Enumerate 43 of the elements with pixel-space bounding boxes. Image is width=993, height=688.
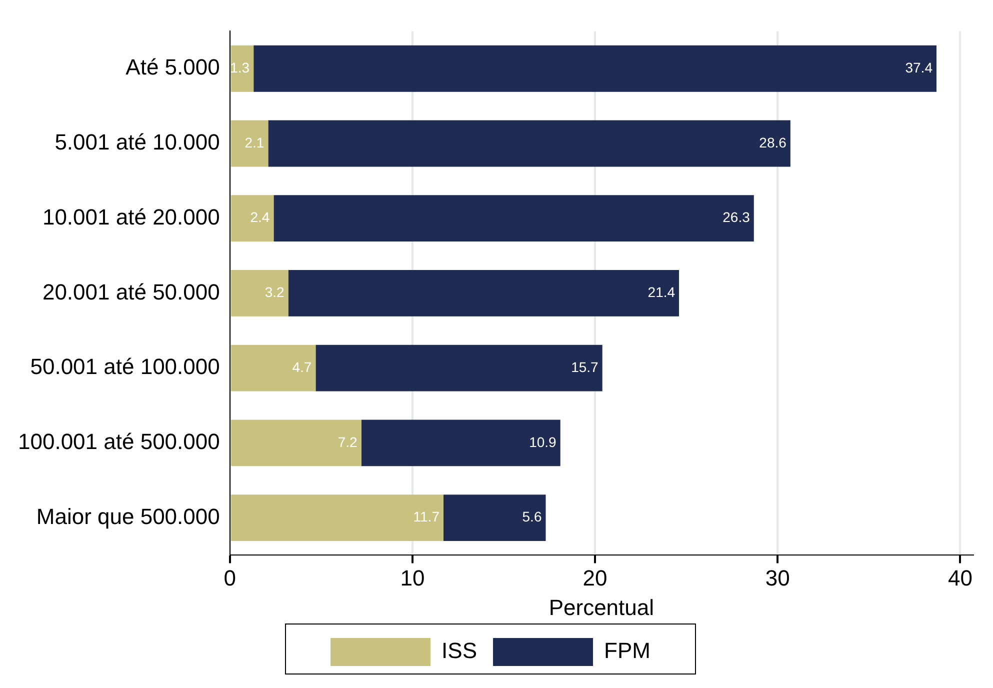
- x-axis-title: Percentual: [548, 594, 654, 620]
- bar: [316, 344, 602, 392]
- data-label: 28.6: [759, 134, 787, 150]
- data-label: 4.7: [292, 358, 312, 375]
- bar: [288, 270, 680, 316]
- bar: [230, 195, 274, 242]
- data-label: 26.3: [722, 209, 750, 226]
- bar: [230, 120, 268, 167]
- bar: [230, 494, 444, 541]
- legend-label: ISS: [442, 638, 478, 664]
- x-tick-label: 10: [400, 565, 425, 590]
- bar: [254, 45, 936, 92]
- data-label: 2.1: [244, 134, 264, 150]
- y-tick-label: 5.001 até 10.000: [54, 130, 220, 155]
- bar: [230, 344, 316, 392]
- x-tick-label: 0: [224, 565, 236, 590]
- y-tick-label: 10.001 até 20.000: [42, 204, 220, 230]
- y-tick-label: Maior que 500.000: [36, 504, 220, 529]
- y-tick-label: 50.001 até 100.000: [30, 354, 220, 380]
- data-label: 5.6: [522, 508, 542, 525]
- y-tick-label: 100.001 até 500.000: [18, 428, 220, 454]
- bar: [230, 270, 288, 316]
- data-label: 15.7: [571, 358, 599, 375]
- bar: [361, 420, 560, 466]
- data-label: 37.4: [905, 59, 933, 76]
- legend-label: FPM: [604, 638, 650, 664]
- bar: [274, 195, 754, 242]
- bar: [230, 45, 254, 92]
- data-label: 2.4: [250, 209, 270, 226]
- bar: [268, 120, 790, 167]
- bar: [230, 420, 362, 466]
- data-label: 1.3: [230, 59, 250, 76]
- data-label: 10.9: [529, 434, 557, 450]
- data-label: 21.4: [648, 284, 676, 300]
- data-label: 3.2: [264, 284, 284, 300]
- x-tick-label: 20: [582, 565, 608, 590]
- x-tick-label: 30: [765, 565, 790, 590]
- data-label: 11.7: [413, 508, 440, 525]
- bar: [443, 494, 546, 541]
- y-tick-label: Até 5.000: [126, 54, 220, 80]
- data-label: 7.2: [338, 434, 358, 450]
- x-tick-label: 40: [948, 565, 972, 590]
- y-tick-label: 20.001 até 50.000: [42, 279, 220, 304]
